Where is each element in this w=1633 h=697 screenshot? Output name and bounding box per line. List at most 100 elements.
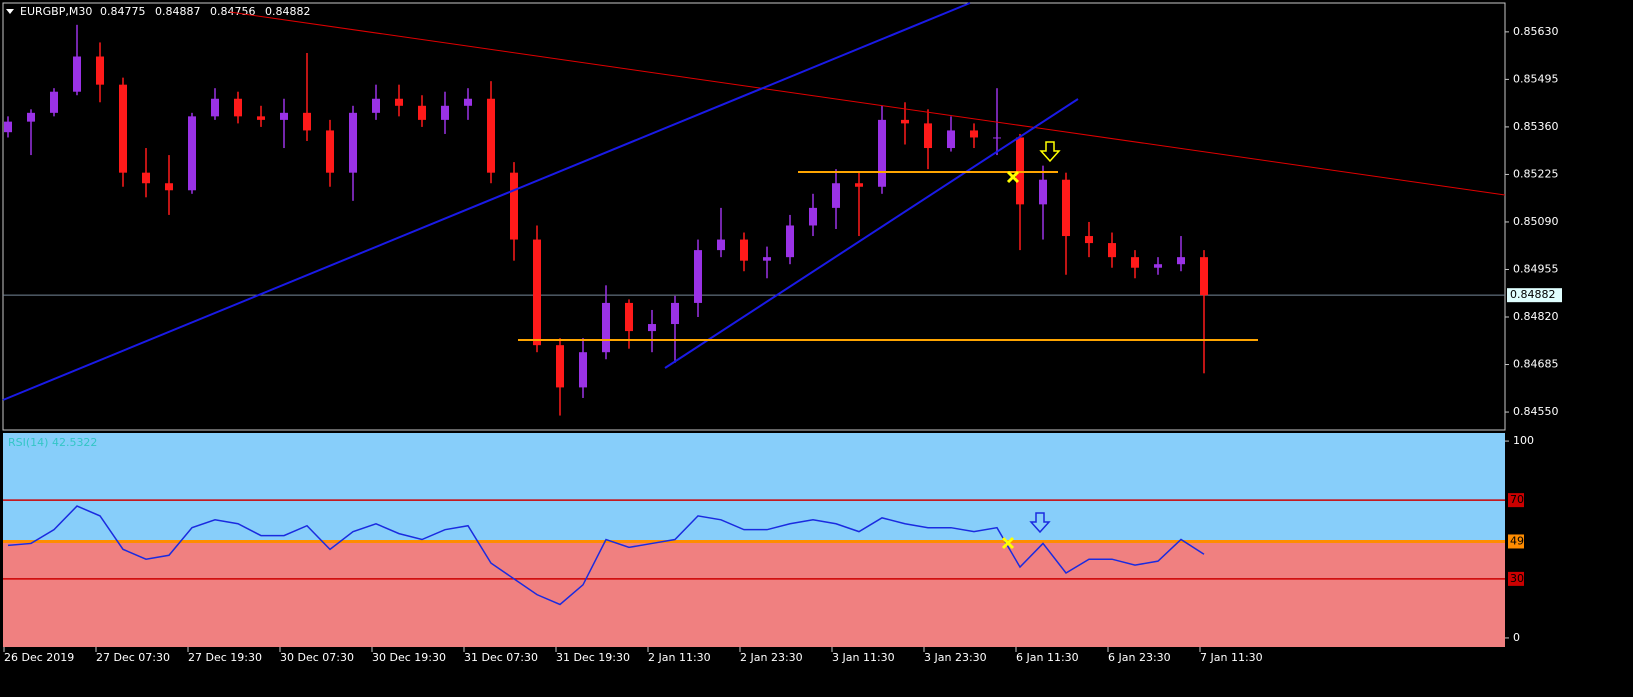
candle-body: [487, 98, 495, 173]
candle-body: [717, 239, 725, 251]
candle-body: [165, 183, 173, 191]
candle-body: [27, 112, 35, 122]
candle-body: [234, 98, 242, 117]
x-tick-label: 2 Jan 23:30: [740, 651, 803, 664]
level-label: 49: [1510, 534, 1524, 547]
candle-body: [395, 98, 403, 106]
price-tag: [1507, 288, 1562, 303]
x-tick-label: 3 Jan 23:30: [924, 651, 987, 664]
y-tick-label: 0.84820: [1513, 310, 1559, 323]
x-tick-label: 6 Jan 23:30: [1108, 651, 1171, 664]
indicator-label: RSI(14) 42.5322: [8, 436, 97, 449]
candle-body: [464, 98, 472, 106]
candle-body: [1016, 137, 1024, 205]
candle-body: [970, 130, 978, 138]
candle-body: [1085, 236, 1093, 244]
x-tick-label: 30 Dec 19:30: [372, 651, 446, 664]
current-price-label: 0.84882: [1510, 288, 1556, 301]
candle-body: [556, 345, 564, 388]
header-value: 0.84882: [265, 5, 311, 18]
price-panel: [2, 2, 1506, 431]
candle-body: [4, 121, 12, 133]
trend-line: [664, 98, 1079, 369]
y-tick-label: 0.84550: [1513, 405, 1559, 418]
cross-mark: [1006, 170, 1020, 184]
candle-body: [211, 98, 219, 117]
level-label: 30: [1510, 572, 1524, 585]
y-tick-label: 0: [1513, 631, 1520, 644]
level-tag: [1508, 493, 1524, 508]
candle-body: [855, 183, 863, 187]
candle-body: [349, 112, 357, 173]
candle-body: [372, 98, 380, 113]
symbol: EURGBP,M30: [20, 5, 92, 18]
candle-body: [1108, 243, 1116, 258]
candle-body: [510, 172, 518, 240]
candle-body: [809, 207, 817, 226]
candle-body: [993, 137, 1001, 139]
candle-body: [280, 112, 288, 120]
candle-body: [73, 56, 81, 92]
level-tag: [1508, 571, 1524, 586]
candle-body: [671, 302, 679, 325]
arrow-down: [1029, 512, 1051, 534]
y-tick-label: 0.85225: [1513, 167, 1559, 180]
candle-body: [740, 239, 748, 261]
header-value: 0.84775: [100, 5, 146, 18]
level-label: 70: [1510, 493, 1524, 506]
candle-body: [1131, 257, 1139, 268]
candle-body: [326, 130, 334, 173]
y-tick-label: 100: [1513, 434, 1534, 447]
candle-body: [50, 91, 58, 113]
x-tick-label: 7 Jan 11:30: [1200, 651, 1263, 664]
candle-body: [418, 105, 426, 120]
candle-body: [1062, 179, 1070, 237]
candle-body: [947, 130, 955, 149]
x-tick-label: 3 Jan 11:30: [832, 651, 895, 664]
candle-body: [257, 116, 265, 120]
candle-body: [1177, 257, 1185, 265]
oversold-zone: [3, 541, 1505, 647]
candle-body: [694, 250, 702, 303]
candle-body: [901, 119, 909, 124]
cross-mark: [1001, 536, 1015, 550]
arrow-down: [1039, 141, 1061, 163]
menu-triangle[interactable]: [6, 9, 14, 14]
x-tick-label: 31 Dec 07:30: [464, 651, 538, 664]
x-tick-label: 30 Dec 07:30: [280, 651, 354, 664]
y-tick-label: 0.85630: [1513, 25, 1559, 38]
candle-body: [441, 105, 449, 120]
x-tick-label: 27 Dec 19:30: [188, 651, 262, 664]
x-tick-label: 2 Jan 11:30: [648, 651, 711, 664]
x-tick-label: 27 Dec 07:30: [96, 651, 170, 664]
trend-line: [2, 2, 971, 401]
candle-body: [878, 119, 886, 187]
y-tick-label: 0.85360: [1513, 120, 1559, 133]
candle-body: [786, 225, 794, 258]
trend-line: [229, 11, 1506, 196]
x-tick-label: 26 Dec 2019: [4, 651, 74, 664]
candle-body: [832, 183, 840, 208]
candle-body: [763, 257, 771, 261]
candle-body: [625, 302, 633, 332]
candle-body: [96, 56, 104, 85]
candle-body: [1154, 264, 1162, 268]
x-tick-label: 6 Jan 11:30: [1016, 651, 1079, 664]
candle-body: [602, 302, 610, 353]
x-tick-label: 31 Dec 19:30: [556, 651, 630, 664]
y-tick-label: 0.85090: [1513, 215, 1559, 228]
candle-body: [119, 84, 127, 173]
y-tick-label: 0.85495: [1513, 72, 1559, 85]
candle-body: [1039, 179, 1047, 205]
candle-body: [648, 324, 656, 332]
header-value: 0.84756: [210, 5, 256, 18]
y-tick-label: 0.84685: [1513, 358, 1559, 371]
candle-body: [1200, 257, 1208, 296]
candle-body: [924, 123, 932, 149]
candle-body: [579, 352, 587, 388]
candle-body: [303, 112, 311, 131]
header-value: 0.84887: [155, 5, 201, 18]
candle-body: [188, 116, 196, 191]
